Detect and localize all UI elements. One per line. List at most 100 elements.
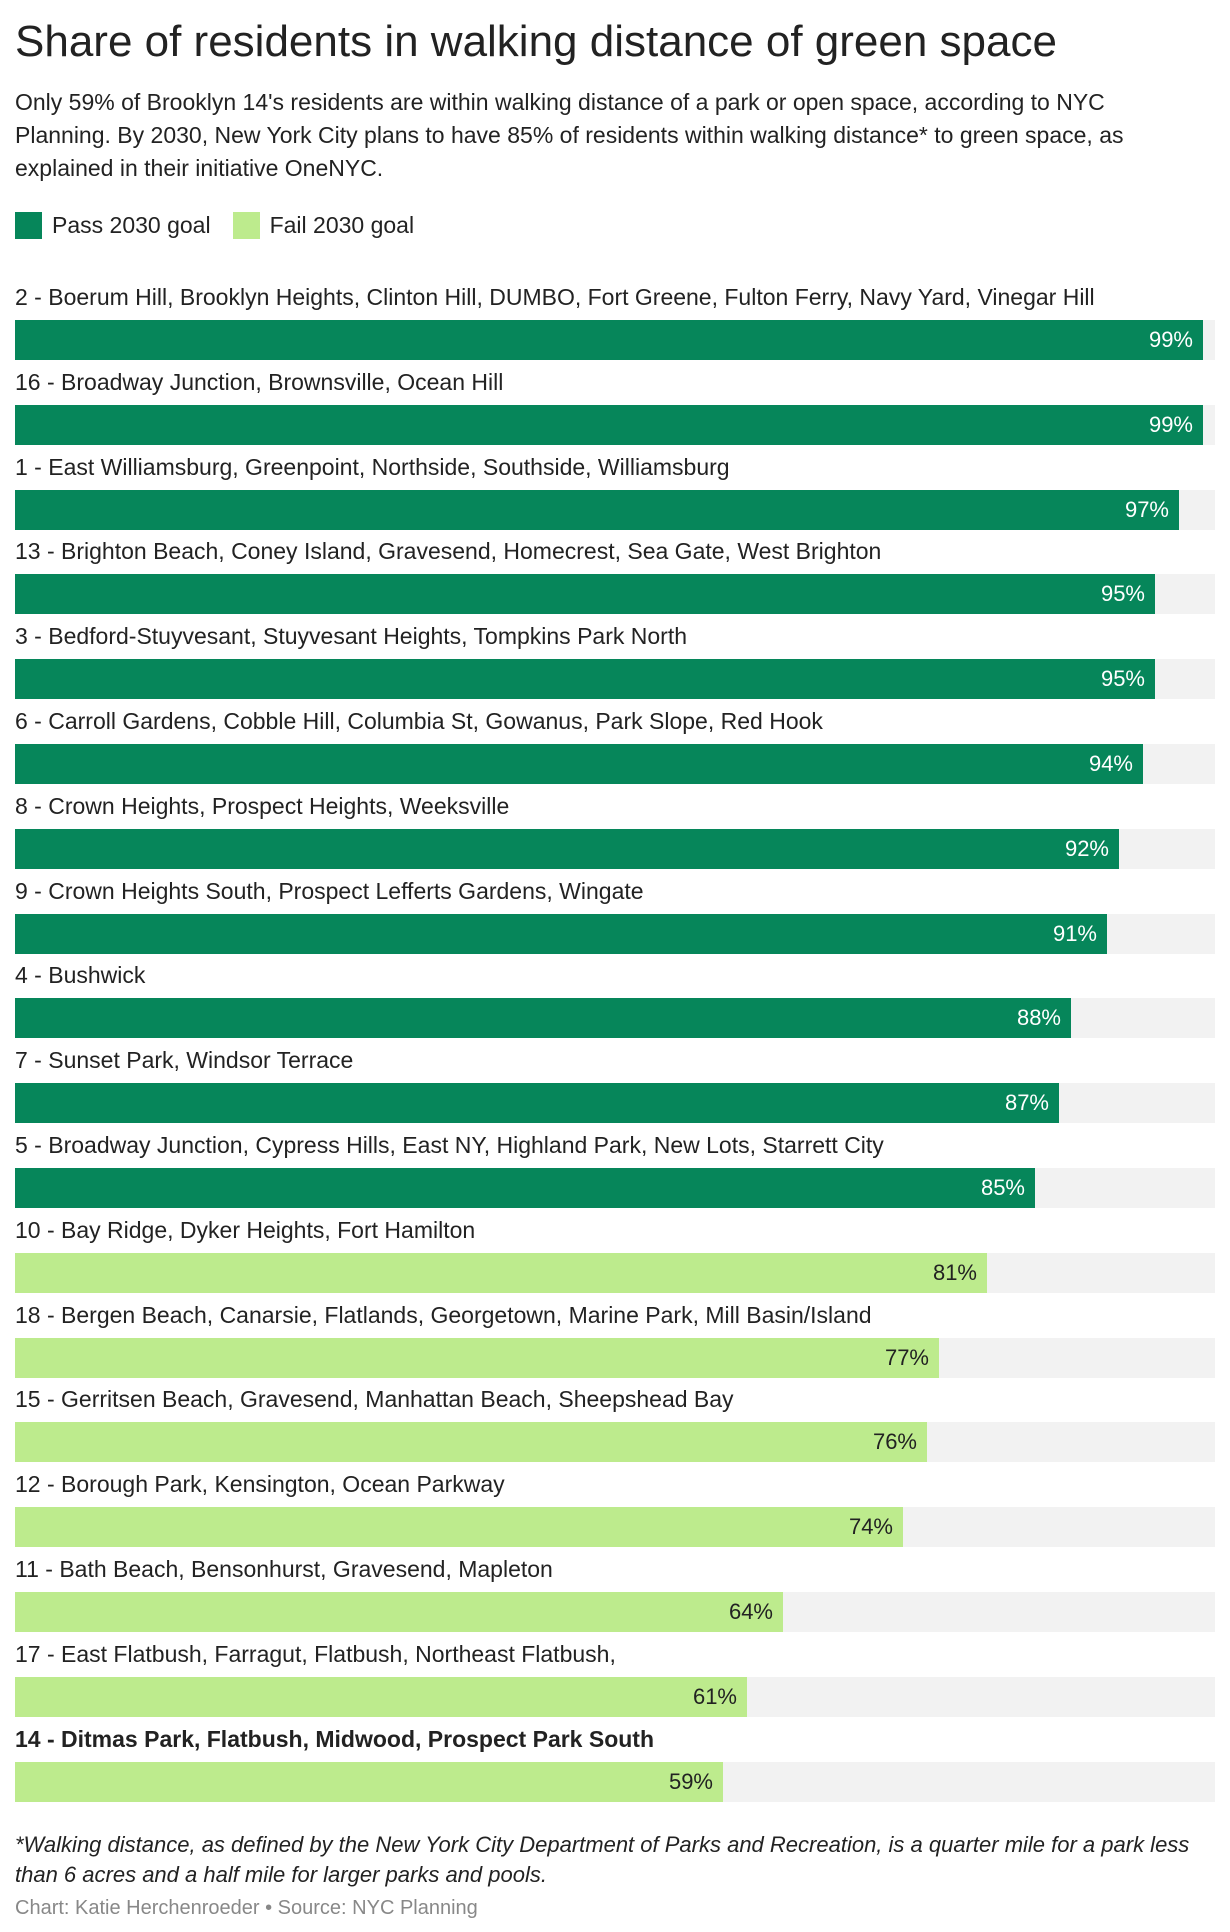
bar-row: 8 - Crown Heights, Prospect Heights, Wee…	[15, 789, 1215, 873]
bar-row: 3 - Bedford-Stuyvesant, Stuyvesant Heigh…	[15, 619, 1215, 703]
category-label: 2 - Boerum Hill, Brooklyn Heights, Clint…	[15, 284, 1095, 310]
bar-track: 59%	[15, 1761, 1215, 1802]
bar-value-label: 91%	[1052, 920, 1097, 946]
footnote: *Walking distance, as defined by the New…	[15, 1832, 1190, 1887]
bar	[15, 998, 1071, 1039]
category-label: 17 - East Flatbush, Farragut, Flatbush, …	[15, 1640, 616, 1667]
bar	[15, 1676, 747, 1717]
category-label: 8 - Crown Heights, Prospect Heights, Wee…	[15, 792, 510, 819]
category-label: 11 - Bath Beach, Bensonhurst, Gravesend,…	[15, 1556, 553, 1582]
bar-track: 95%	[15, 659, 1215, 700]
category-label: 1 - East Williamsburg, Greenpoint, North…	[15, 453, 730, 480]
bar-value-label: 87%	[1004, 1090, 1049, 1116]
bar-track: 64%	[15, 1592, 1215, 1632]
bar	[15, 1761, 723, 1802]
bar-value-label: 64%	[728, 1599, 773, 1624]
bar-value-label: 59%	[668, 1768, 713, 1794]
chart-subtitle: Only 59% of Brooklyn 14's residents are …	[15, 89, 1124, 181]
category-label: 5 - Broadway Junction, Cypress Hills, Ea…	[15, 1132, 884, 1158]
bar-track: 85%	[15, 1168, 1215, 1208]
bar-value-label: 97%	[1124, 496, 1169, 522]
bar-track: 99%	[15, 404, 1215, 445]
category-label: 10 - Bay Ridge, Dyker Heights, Fort Hami…	[15, 1216, 476, 1243]
bar-value-label: 99%	[1148, 327, 1193, 352]
bar-row: 10 - Bay Ridge, Dyker Heights, Fort Hami…	[15, 1213, 1215, 1297]
category-label: 18 - Bergen Beach, Canarsie, Flatlands, …	[15, 1301, 872, 1328]
bar-row: 17 - East Flatbush, Farragut, Flatbush, …	[15, 1637, 1215, 1721]
legend-label-pass: Pass 2030 goal	[52, 211, 211, 238]
legend-label-fail: Fail 2030 goal	[269, 211, 415, 238]
bar-row: 12 - Borough Park, Kensington, Ocean Par…	[15, 1467, 1215, 1551]
bar	[15, 744, 1143, 784]
bar	[15, 659, 1155, 700]
bar-track: 99%	[15, 320, 1215, 360]
category-label: 9 - Crown Heights South, Prospect Leffer…	[15, 877, 644, 904]
bar-value-label: 77%	[884, 1344, 929, 1370]
bar	[15, 1252, 987, 1293]
bar-track: 97%	[15, 489, 1215, 530]
bar-row: 14 - Ditmas Park, Flatbush, Midwood, Pro…	[15, 1722, 1215, 1806]
bar-track: 94%	[15, 744, 1215, 784]
bar-value-label: 74%	[848, 1514, 893, 1540]
bar-value-label: 94%	[1088, 751, 1133, 776]
bar-value-label: 92%	[1064, 835, 1109, 861]
legend-swatch-pass	[15, 211, 42, 239]
bar-value-label: 99%	[1148, 411, 1193, 437]
bar-row: 16 - Broadway Junction, Brownsville, Oce…	[15, 365, 1215, 449]
bar-row: 18 - Bergen Beach, Canarsie, Flatlands, …	[15, 1298, 1215, 1382]
bar-track: 91%	[15, 913, 1215, 954]
bar-track: 88%	[15, 998, 1215, 1039]
bar-value-label: 61%	[692, 1683, 737, 1709]
bar-row: 15 - Gerritsen Beach, Gravesend, Manhatt…	[15, 1382, 1215, 1466]
bar-track: 77%	[15, 1337, 1215, 1378]
bar	[15, 828, 1119, 869]
bar-track: 76%	[15, 1422, 1215, 1463]
bar-row: 1 - East Williamsburg, Greenpoint, North…	[15, 450, 1215, 534]
bar	[15, 913, 1107, 954]
bar	[15, 404, 1203, 445]
category-label: 3 - Bedford-Stuyvesant, Stuyvesant Heigh…	[15, 623, 687, 650]
category-label: 4 - Bushwick	[15, 962, 146, 989]
legend-swatch-fail	[232, 211, 260, 239]
bar-row: 9 - Crown Heights South, Prospect Leffer…	[15, 874, 1215, 958]
category-label: 14 - Ditmas Park, Flatbush, Midwood, Pro…	[15, 1725, 655, 1752]
bar-row: 11 - Bath Beach, Bensonhurst, Gravesend,…	[15, 1552, 1215, 1636]
bar	[15, 1337, 939, 1378]
bar-value-label: 88%	[1016, 1005, 1061, 1031]
bar-track: 87%	[15, 1083, 1215, 1124]
bar-row: 13 - Brighton Beach, Coney Island, Grave…	[15, 534, 1215, 618]
bar	[15, 1422, 927, 1463]
bar-row: 6 - Carroll Gardens, Cobble Hill, Columb…	[15, 704, 1215, 788]
legend-item-fail: Fail 2030 goal	[232, 211, 415, 239]
bar	[15, 1168, 1035, 1208]
bar-value-label: 85%	[980, 1175, 1025, 1200]
bar-row: 2 - Boerum Hill, Brooklyn Heights, Clint…	[15, 280, 1215, 364]
bar-row: 7 - Sunset Park, Windsor Terrace 87%	[15, 1043, 1215, 1127]
category-label: 7 - Sunset Park, Windsor Terrace	[15, 1047, 354, 1074]
bar-row: 5 - Broadway Junction, Cypress Hills, Ea…	[15, 1128, 1215, 1212]
category-label: 6 - Carroll Gardens, Cobble Hill, Columb…	[15, 708, 823, 734]
bar-row: 4 - Bushwick 88%	[15, 958, 1215, 1042]
category-label: 16 - Broadway Junction, Brownsville, Oce…	[15, 368, 504, 395]
bar-track: 74%	[15, 1507, 1215, 1548]
category-label: 12 - Borough Park, Kensington, Ocean Par…	[15, 1471, 505, 1498]
category-label: 13 - Brighton Beach, Coney Island, Grave…	[15, 538, 882, 565]
bar-track: 61%	[15, 1676, 1215, 1717]
bar-track: 92%	[15, 828, 1215, 869]
credit-line: Chart: Katie Herchenroeder • Source: NYC…	[15, 1897, 478, 1919]
legend: Pass 2030 goal Fail 2030 goal	[15, 210, 436, 240]
bar	[15, 1592, 783, 1632]
bar	[15, 1507, 903, 1548]
bar-value-label: 95%	[1100, 581, 1145, 607]
bar	[15, 489, 1179, 530]
bar-value-label: 76%	[872, 1429, 917, 1455]
bar-track: 81%	[15, 1252, 1215, 1293]
bar	[15, 574, 1155, 615]
bar-chart: 2 - Boerum Hill, Brooklyn Heights, Clint…	[15, 280, 1215, 1802]
bar	[15, 1083, 1059, 1124]
bar-value-label: 95%	[1100, 666, 1145, 692]
bar-value-label: 81%	[932, 1259, 977, 1285]
bar	[15, 320, 1203, 360]
bar-track: 95%	[15, 574, 1215, 615]
